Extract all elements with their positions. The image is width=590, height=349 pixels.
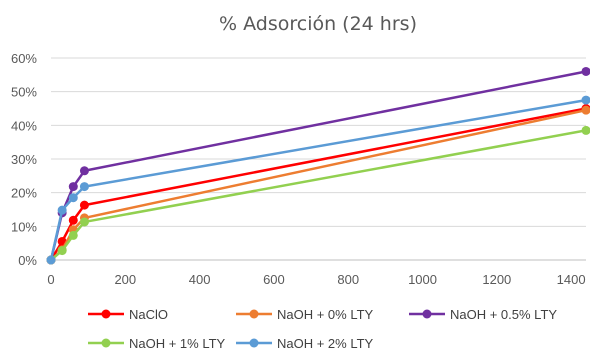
series-2 bbox=[46, 66, 590, 265]
legend: NaClO NaOH + 0% LTY NaOH + 0.5% LTY NaOH + … bbox=[88, 307, 557, 349]
y-tick-label: 0% bbox=[18, 253, 37, 268]
series-4 bbox=[46, 95, 590, 265]
y-tick-label: 50% bbox=[11, 85, 37, 100]
legend-marker bbox=[101, 338, 111, 348]
y-tick-label: 20% bbox=[11, 186, 37, 201]
y-tick-label: 60% bbox=[11, 51, 37, 66]
series-3 bbox=[46, 125, 590, 265]
gridlines bbox=[51, 57, 586, 227]
x-tick-label: 600 bbox=[263, 272, 285, 287]
plot-area bbox=[46, 66, 590, 265]
legend-item: NaOH + 0.5% LTY bbox=[409, 307, 557, 322]
data-point bbox=[79, 200, 89, 210]
x-tick-label: 1400 bbox=[557, 272, 586, 287]
data-point bbox=[57, 246, 67, 256]
axes: 0% 10% 20% 30% 40% 50% 60% 0 200 400 600 800 1000 120… bbox=[11, 51, 586, 287]
data-point bbox=[68, 230, 78, 240]
legend-item: NaClO bbox=[88, 307, 168, 322]
data-point bbox=[68, 193, 78, 203]
x-tick-label: 800 bbox=[337, 272, 359, 287]
data-point bbox=[581, 66, 590, 76]
series-line bbox=[50, 108, 587, 261]
series-1 bbox=[46, 105, 590, 265]
data-point bbox=[57, 205, 67, 215]
legend-marker bbox=[249, 338, 259, 348]
legend-label: NaOH + 0.5% LTY bbox=[450, 307, 557, 322]
legend-marker bbox=[101, 309, 111, 319]
legend-label: NaClO bbox=[129, 307, 168, 322]
y-tick-label: 30% bbox=[11, 152, 37, 167]
chart-title: % Adsorción (24 hrs) bbox=[219, 13, 417, 35]
legend-item: NaOH + 1% LTY bbox=[88, 336, 226, 349]
legend-label: NaOH + 0% LTY bbox=[277, 307, 374, 322]
legend-item: NaOH + 2% LTY bbox=[236, 336, 374, 349]
y-tick-label: 10% bbox=[11, 219, 37, 234]
y-tick-label: 40% bbox=[11, 118, 37, 133]
legend-marker bbox=[422, 309, 432, 319]
data-point bbox=[581, 125, 590, 135]
x-tick-label: 400 bbox=[189, 272, 211, 287]
data-point bbox=[581, 105, 590, 115]
data-point bbox=[46, 255, 56, 265]
x-tick-label: 1200 bbox=[482, 272, 511, 287]
legend-label: NaOH + 2% LTY bbox=[277, 336, 374, 349]
data-point bbox=[68, 215, 78, 225]
data-point bbox=[79, 182, 89, 192]
legend-item: NaOH + 0% LTY bbox=[236, 307, 374, 322]
data-point bbox=[79, 217, 89, 227]
series-line bbox=[49, 107, 587, 261]
x-tick-label: 200 bbox=[114, 272, 136, 287]
legend-label: NaOH + 1% LTY bbox=[129, 336, 226, 349]
x-tick-label: 1000 bbox=[408, 272, 437, 287]
data-point bbox=[581, 95, 590, 105]
legend-marker bbox=[249, 309, 259, 319]
data-point bbox=[79, 166, 89, 176]
series-line bbox=[49, 70, 587, 261]
data-point bbox=[68, 182, 78, 192]
x-tick-label: 0 bbox=[47, 272, 54, 287]
